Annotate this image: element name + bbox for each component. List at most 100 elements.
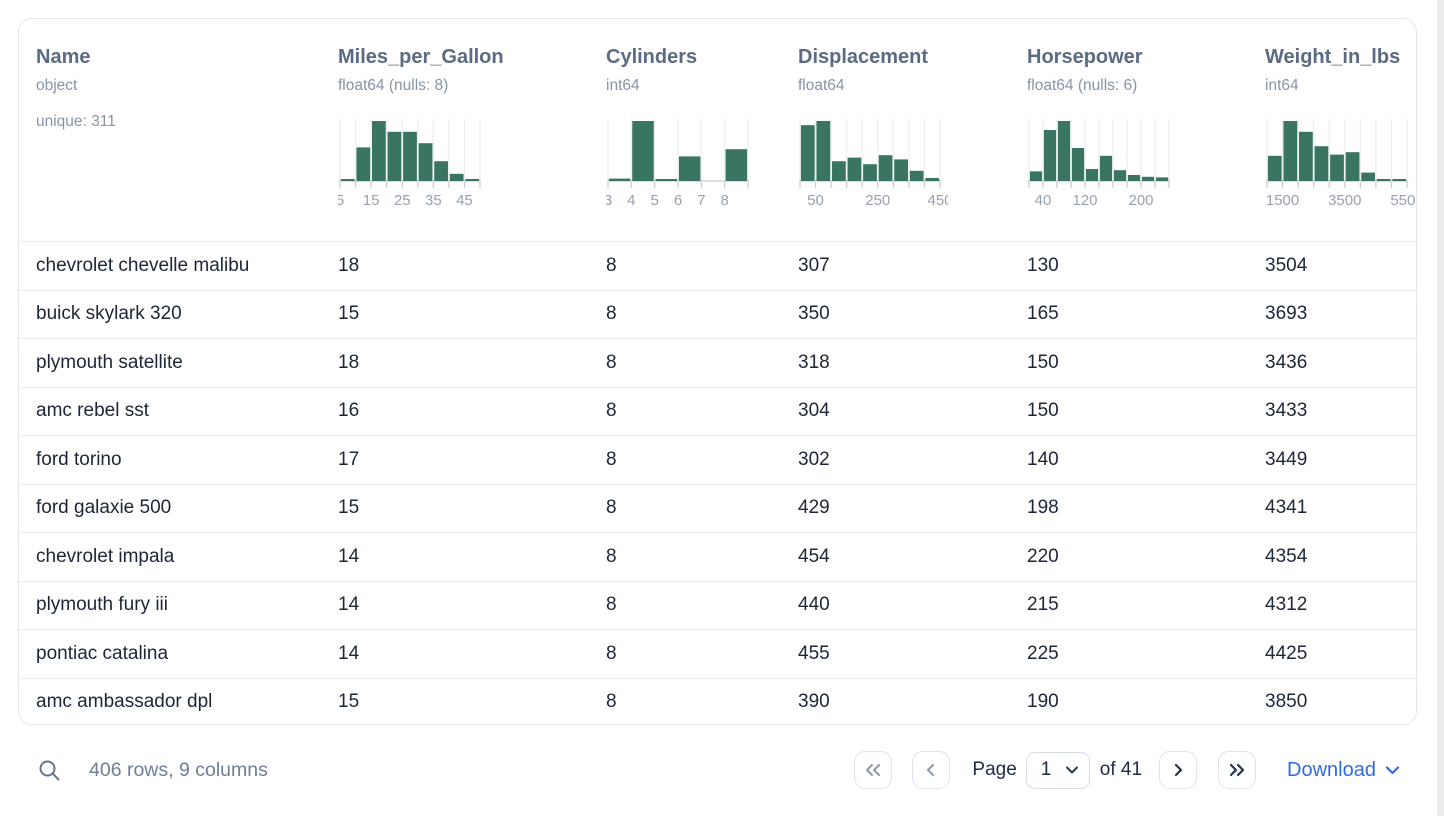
table-row: amc ambassador dpl 15 8 390 190 3850 [19,677,1416,725]
table-cell: 350 [798,303,830,325]
download-button[interactable]: Download [1287,759,1400,782]
table-cell: 3693 [1265,303,1308,325]
table-cell: 307 [798,254,830,276]
column-header: Displacement float64 50 250 450 [781,19,1010,241]
table-cell: 220 [1027,545,1059,567]
svg-text:15: 15 [363,192,380,209]
table-row: chevrolet impala 14 8 454 220 4354 [19,532,1416,581]
column-dtype: int64 [606,77,640,94]
table-cell: ford torino [36,448,122,470]
table-cell: chevrolet chevelle malibu [36,254,250,276]
table-cell: 15 [338,691,360,713]
table-cell: 8 [606,594,617,616]
first-page-button[interactable] [854,751,893,789]
page-scrollbar[interactable] [1437,0,1444,816]
table-cell: 3449 [1265,448,1308,470]
table-cell: 455 [798,642,830,664]
column-dtype: int64 [1265,77,1299,94]
table-cell: 8 [606,642,617,664]
column-histogram[interactable]: 5 15 25 35 45 [338,119,488,211]
page-select[interactable]: 1 [1025,751,1090,789]
table-row: plymouth satellite 18 8 318 150 3436 [19,338,1416,387]
table-cell: 150 [1027,351,1059,373]
table-cell: 4354 [1265,545,1308,567]
table-cell: 16 [338,400,360,422]
table-row: plymouth fury iii 14 8 440 215 4312 [19,580,1416,630]
chevron-left-icon [927,763,935,777]
table-cell: chevrolet impala [36,545,175,567]
table-cell: 17 [338,448,360,470]
table-header: Name object unique: 311 Miles_per_Gallon flo… [19,19,1416,241]
column-name[interactable]: Miles_per_Gallon [338,46,504,68]
column-unique-count: unique: 311 [36,113,116,130]
table-row: ford torino 17 8 302 140 3449 [19,435,1416,484]
table-cell: 318 [798,351,830,373]
table-cell: 14 [338,545,360,567]
table-row: ford galaxie 500 15 8 429 198 4341 [19,483,1416,533]
svg-text:450: 450 [927,192,948,209]
next-page-button[interactable] [1159,751,1198,789]
column-name[interactable]: Horsepower [1027,46,1143,68]
last-page-button[interactable] [1218,751,1257,789]
table-cell: 429 [798,497,830,519]
table-cell: 304 [798,400,830,422]
column-name[interactable]: Weight_in_lbs [1265,46,1401,68]
table-cell: 390 [798,691,830,713]
table-cell: amc ambassador dpl [36,691,213,713]
column-header: Weight_in_lbs int64 1500 3500 5500 [1248,19,1416,241]
table-cell: 8 [606,497,617,519]
table-cell: 14 [338,642,360,664]
table-cell: plymouth fury iii [36,594,168,616]
table-cell: 8 [606,303,617,325]
pagination-group: Page 1 of 41 Download [854,751,1400,789]
table-row: amc rebel sst 16 8 304 150 3433 [19,386,1416,436]
table-cell: 8 [606,351,617,373]
table-cell: 454 [798,545,830,567]
svg-text:5: 5 [338,192,344,209]
table-cell: 3433 [1265,400,1308,422]
svg-text:4: 4 [627,192,635,209]
column-histogram[interactable]: 1500 3500 5500 [1265,119,1415,211]
svg-text:35: 35 [425,192,442,209]
table-cell: 215 [1027,594,1059,616]
svg-text:8: 8 [720,192,728,209]
svg-text:3: 3 [606,192,612,209]
table-cell: 3504 [1265,254,1308,276]
chevron-down-icon [1385,765,1400,774]
search-icon[interactable] [38,759,61,782]
table-cell: 3850 [1265,691,1308,713]
column-header: Cylinders int64 345678 [589,19,781,241]
column-header: Horsepower float64 (nulls: 6) 40 120 200 [1010,19,1248,241]
svg-text:200: 200 [1128,192,1153,209]
column-name[interactable]: Name [36,46,91,68]
column-histogram[interactable]: 50 250 450 [798,119,948,211]
svg-text:120: 120 [1072,192,1097,209]
table-cell: 140 [1027,448,1059,470]
double-chevron-left-icon [866,763,881,777]
download-label: Download [1287,758,1376,781]
table-row: chevrolet chevelle malibu 18 8 307 130 3504 [19,241,1416,290]
page-select-value: 1 [1040,759,1052,780]
table-cell: buick skylark 320 [36,303,182,325]
double-chevron-right-icon [1229,763,1245,777]
page-total-label: of 41 [1099,759,1143,780]
table-cell: 165 [1027,303,1059,325]
table-cell: 440 [798,594,830,616]
prev-page-button[interactable] [912,751,951,789]
column-name[interactable]: Displacement [798,46,929,68]
table-cell: 18 [338,254,360,276]
table-cell: amc rebel sst [36,400,149,422]
data-table-card: Name object unique: 311 Miles_per_Gallon flo… [18,18,1417,725]
column-histogram[interactable]: 40 120 200 [1027,119,1177,211]
table-body: chevrolet chevelle malibu 18 8 307 130 3504 bu… [19,241,1416,725]
table-cell: 198 [1027,497,1059,519]
table-cell: 18 [338,351,360,373]
column-name[interactable]: Cylinders [606,46,698,68]
table-cell: 190 [1027,691,1059,713]
column-histogram[interactable]: 345678 [606,119,756,211]
column-header: Miles_per_Gallon float64 (nulls: 8) 5 15 25 3… [321,19,589,241]
svg-text:250: 250 [865,192,890,209]
svg-text:25: 25 [394,192,411,209]
svg-text:40: 40 [1035,192,1052,209]
